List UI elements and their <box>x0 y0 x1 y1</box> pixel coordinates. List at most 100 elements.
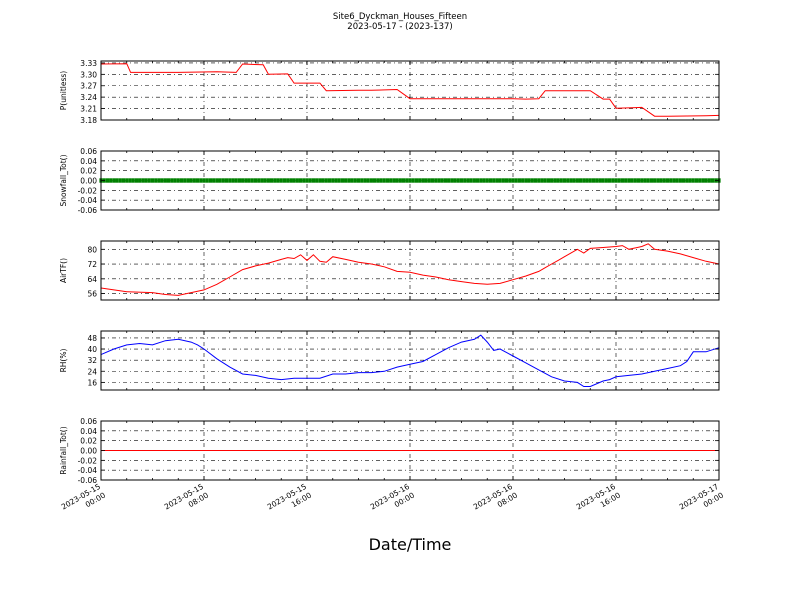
data-point <box>295 178 299 183</box>
data-point <box>681 178 686 183</box>
data-point <box>443 178 448 183</box>
data-point <box>636 178 641 183</box>
data-point <box>237 178 242 183</box>
data-point <box>160 178 164 183</box>
data-point <box>488 178 493 183</box>
y-tick-label: 3.30 <box>80 70 97 79</box>
data-point <box>173 178 177 183</box>
y-axis-label: RH(%) <box>59 349 68 373</box>
data-point <box>669 178 673 183</box>
data-point <box>144 178 148 183</box>
data-point <box>186 178 190 183</box>
data-point <box>578 178 583 183</box>
data-point <box>199 178 203 183</box>
y-tick-label: 0.06 <box>80 147 97 156</box>
y-axis-label: Snowfall_Tot() <box>59 154 68 206</box>
data-point <box>694 178 699 183</box>
data-point <box>701 178 705 183</box>
data-point <box>447 178 451 183</box>
data-point <box>350 178 354 183</box>
panel-2: 0.060.040.020.00-0.02-0.04-0.06 Snowfall_… <box>59 147 721 215</box>
data-point <box>659 178 663 183</box>
y-tick-label: 0.00 <box>80 177 97 186</box>
data-point <box>347 178 351 183</box>
data-point <box>247 178 251 183</box>
x-tick-label: 2023-05-1616:00 <box>575 482 622 520</box>
x-tick-label: 2023-05-1700:00 <box>678 482 725 520</box>
data-point <box>704 178 708 183</box>
data-point <box>311 178 316 183</box>
y-tick-label: 0.04 <box>80 157 97 166</box>
data-point <box>205 178 209 183</box>
data-point <box>141 178 145 183</box>
data-point <box>591 178 596 183</box>
y-tick-label: 48 <box>87 334 97 343</box>
y-axis-label: AirTF() <box>59 258 68 283</box>
data-point <box>469 178 473 183</box>
data-point <box>395 178 399 183</box>
data-point <box>356 178 361 183</box>
y-tick-label: 0.04 <box>80 427 97 436</box>
y-tick-label: 3.18 <box>80 116 97 125</box>
y-tick-label: 64 <box>87 275 97 284</box>
data-point <box>691 178 695 183</box>
data-point <box>672 178 676 183</box>
data-point <box>241 178 245 183</box>
data-point <box>611 178 615 183</box>
data-point <box>195 178 200 183</box>
data-point <box>212 178 216 183</box>
data-point <box>170 178 174 183</box>
data-point <box>147 178 151 183</box>
data-point <box>504 178 509 183</box>
data-point <box>543 178 547 183</box>
data-point <box>575 178 579 183</box>
data-point <box>372 178 377 183</box>
data-point <box>653 178 657 183</box>
data-point <box>640 178 644 183</box>
data-point <box>472 178 476 183</box>
data-point <box>208 178 213 183</box>
data-point <box>192 178 196 183</box>
data-point <box>109 178 113 183</box>
data-point <box>282 178 287 183</box>
data-point <box>340 178 345 183</box>
data-point <box>688 178 692 183</box>
data-point <box>369 178 373 183</box>
data-point <box>157 178 161 183</box>
data-point <box>260 178 264 183</box>
data-point <box>337 178 341 183</box>
data-point <box>524 178 528 183</box>
data-point <box>166 178 171 183</box>
data-point <box>253 178 258 183</box>
x-tick-label: 2023-05-1500:00 <box>60 482 107 520</box>
y-tick-label: -0.04 <box>78 196 98 205</box>
data-point <box>366 178 370 183</box>
data-point <box>318 178 322 183</box>
x-tick-label: 2023-05-1608:00 <box>472 482 519 520</box>
data-point <box>183 178 187 183</box>
data-point <box>125 178 129 183</box>
data-point <box>511 178 515 183</box>
data-point <box>308 178 312 183</box>
data-point <box>553 178 557 183</box>
data-point <box>566 178 570 183</box>
data-point <box>105 178 110 183</box>
data-point <box>550 178 554 183</box>
data-point <box>353 178 357 183</box>
data-point <box>485 178 489 183</box>
chart-title: Site6_Dyckman_Houses_Fifteen <box>333 12 467 22</box>
data-point <box>427 178 431 183</box>
y-axis-label: Rainfall_Tot() <box>59 426 68 474</box>
data-point <box>665 178 670 183</box>
y-tick-label: 3.21 <box>80 105 97 114</box>
y-tick-label: 72 <box>87 260 97 269</box>
data-point <box>234 178 238 183</box>
panel-5: 0.060.040.020.00-0.02-0.04-0.06 Rainfall_… <box>59 417 720 485</box>
y-tick-label: 32 <box>87 356 97 365</box>
data-point <box>414 178 419 183</box>
data-point <box>459 178 464 183</box>
data-point <box>421 178 425 183</box>
y-tick-label: 80 <box>87 245 97 254</box>
data-point <box>176 178 180 183</box>
